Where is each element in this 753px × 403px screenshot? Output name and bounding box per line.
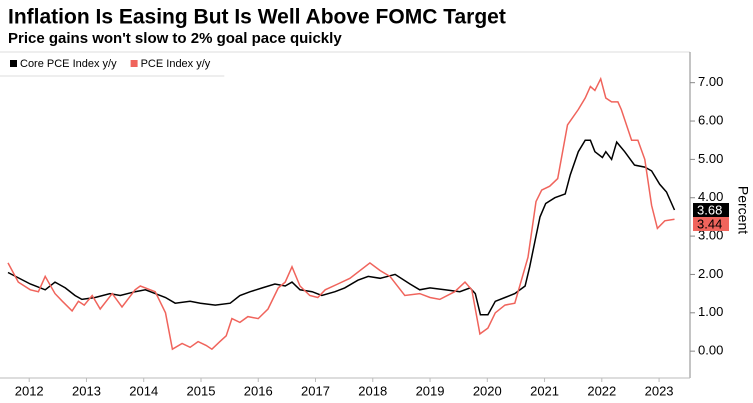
x-tick-label: 2018 [358,383,387,398]
line-series [7,139,676,316]
legend: Core PCE Index y/y PCE Index y/y [0,53,240,77]
x-tick-label: 2020 [473,383,502,398]
x-tick-label: 2015 [187,383,216,398]
end-value-box [693,217,729,232]
legend-label: Core PCE Index y/y [20,58,117,70]
end-value-label: 3.68 [693,202,729,217]
y-tick-label: 0.00 [698,343,723,358]
y-tick-label: 7.00 [698,74,723,89]
line-series [7,76,675,351]
end-value-text: 3.68 [697,202,722,217]
y-tick-label: 3.00 [698,228,723,243]
x-tick-label: 2021 [530,383,559,398]
y-tick-label: 5.00 [698,151,723,166]
y-tick-label: 4.00 [698,189,723,204]
end-value-box [693,203,729,218]
legend-label: PCE Index y/y [141,58,211,70]
x-tick-label: 2013 [72,383,101,398]
end-value-label: 3.44 [693,216,729,231]
y-axis-label: Percent [735,186,751,234]
y-tick-label: 2.00 [698,266,723,281]
legend-swatch [130,60,138,67]
chart-subtitle: Price gains won't slow to 2% goal pace q… [8,30,342,47]
x-tick-label: 2019 [416,383,445,398]
end-value-text: 3.44 [697,216,722,231]
x-tick-label: 2014 [129,383,158,398]
x-tick-label: 2023 [645,383,674,398]
x-tick-label: 2016 [244,383,273,398]
legend-swatch [10,60,17,67]
chart-title: Inflation Is Easing But Is Well Above FO… [8,6,506,29]
x-tick-label: 2022 [587,383,616,398]
y-tick-label: 6.00 [698,112,723,127]
legend-background [0,53,240,75]
x-tick-label: 2012 [15,383,44,398]
x-tick-label: 2017 [301,383,330,398]
y-tick-label: 1.00 [698,304,723,319]
